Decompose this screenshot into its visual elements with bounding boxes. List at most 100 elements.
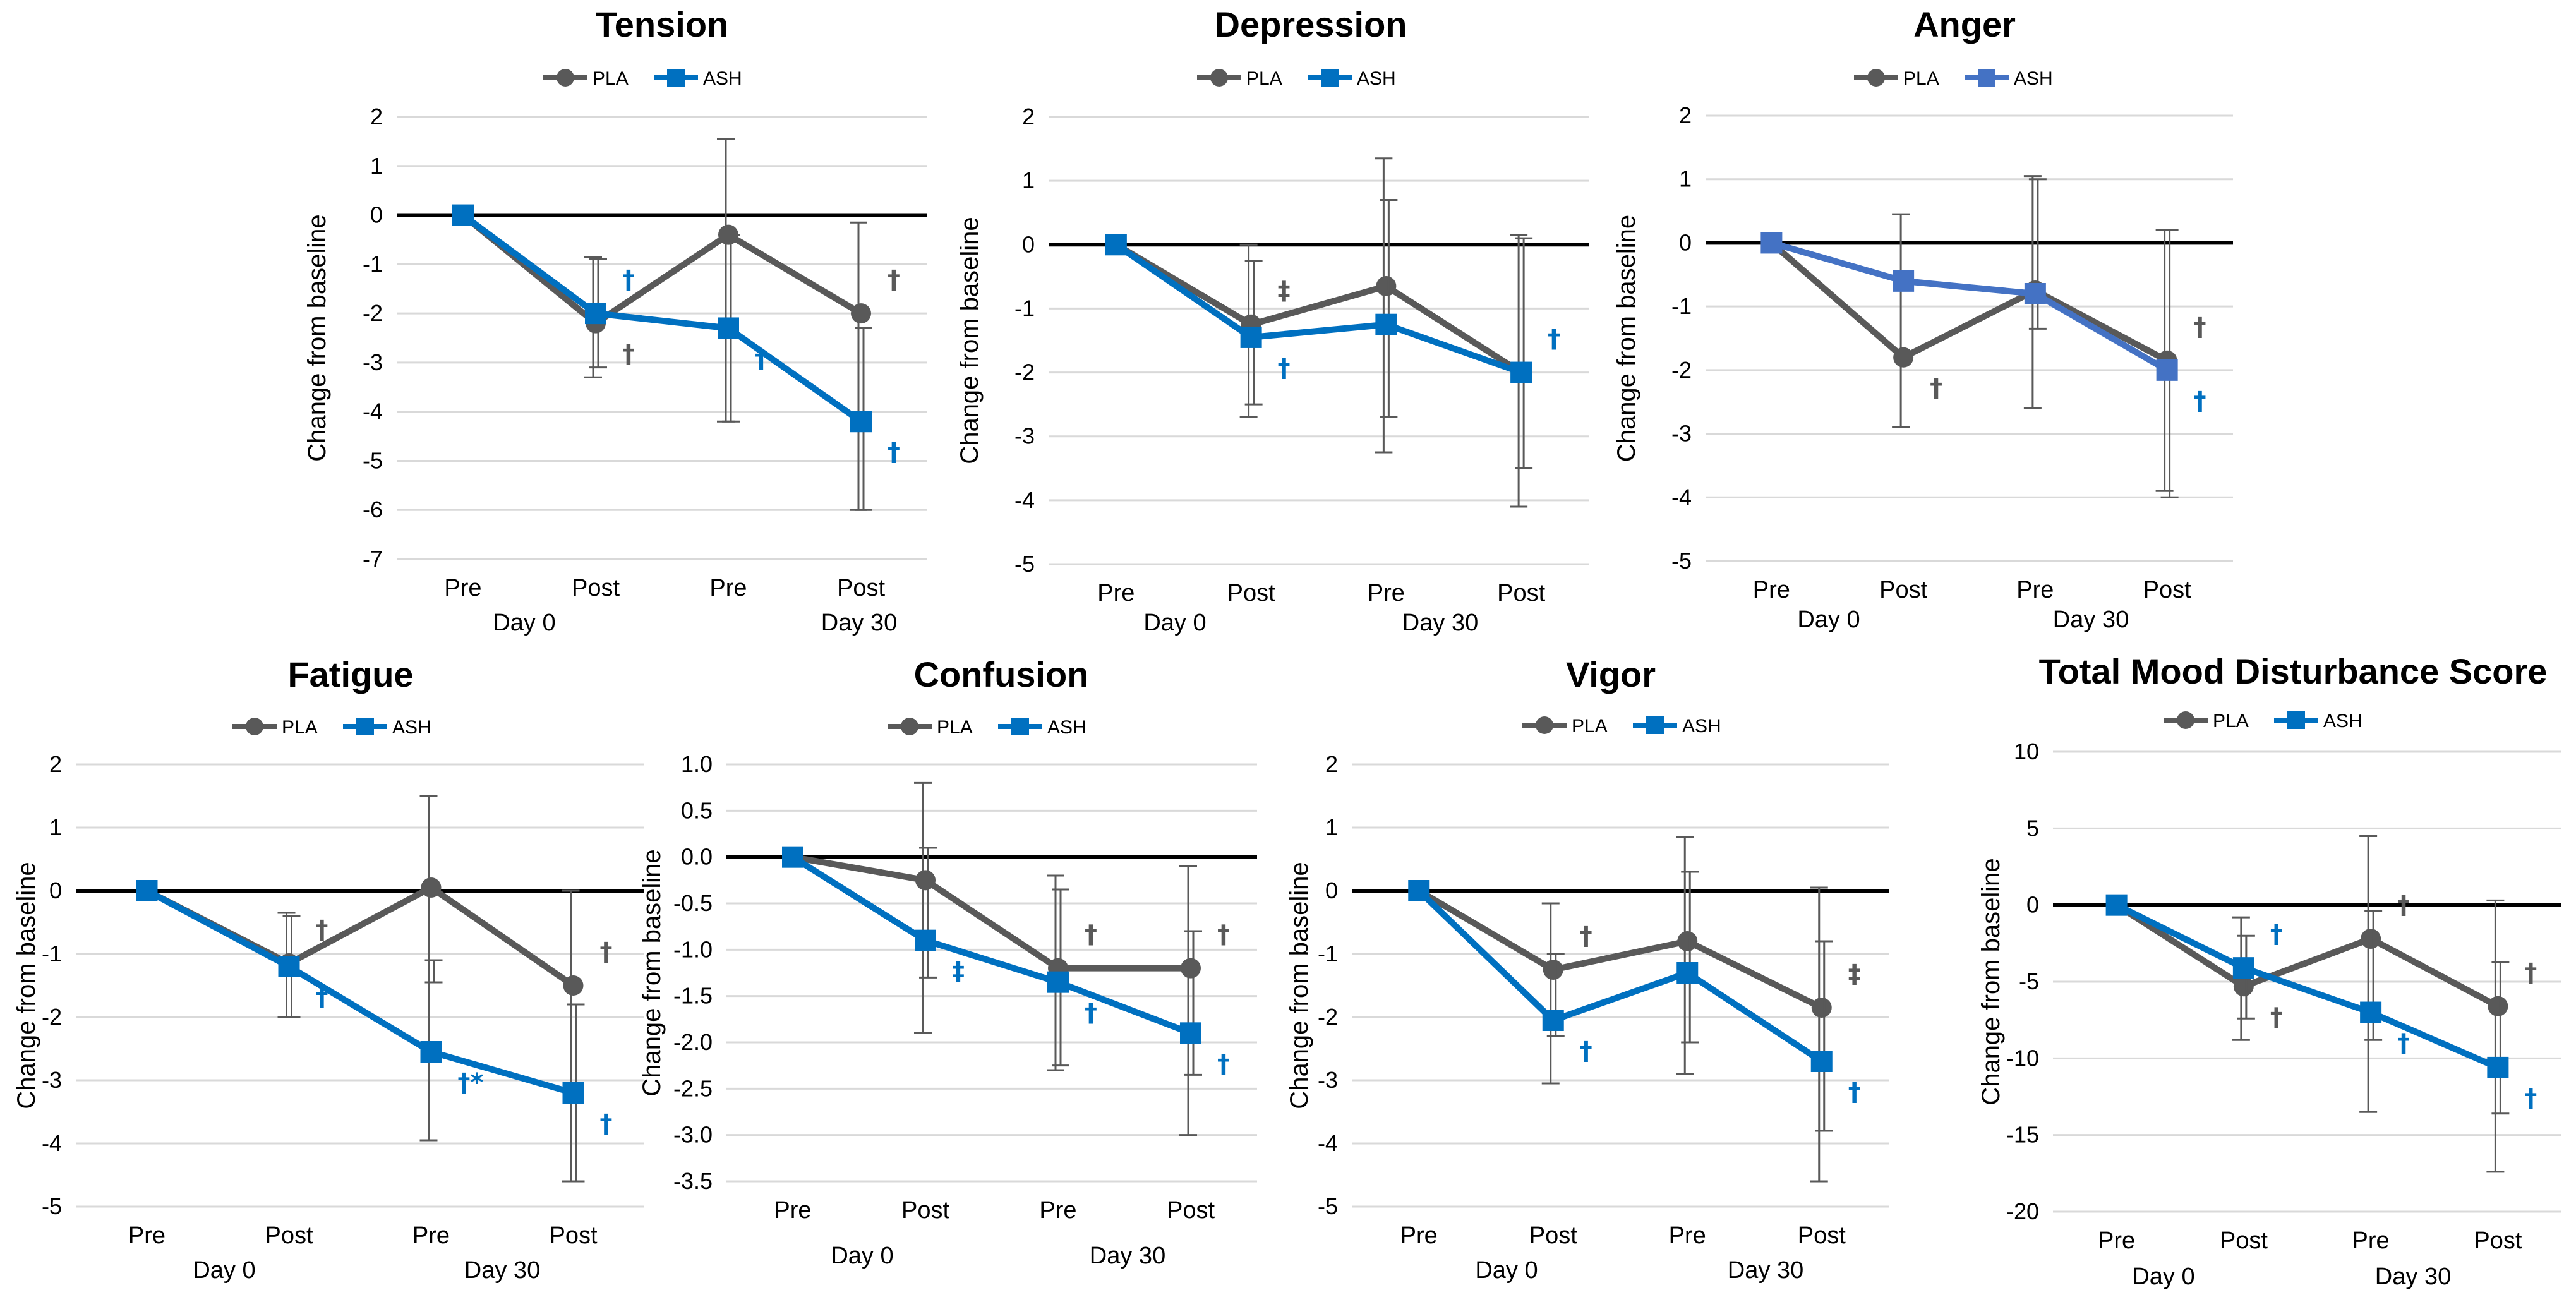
data-point bbox=[2360, 1001, 2382, 1023]
y-tick-label: -5 bbox=[1014, 551, 1035, 577]
x-tick-label: Pre bbox=[1097, 580, 1135, 606]
y-tick-label: 1 bbox=[49, 814, 62, 840]
legend-marker-pla bbox=[246, 718, 263, 735]
series-line bbox=[1114, 241, 1523, 375]
y-tick-label: -1 bbox=[1014, 295, 1035, 321]
legend-marker-pla bbox=[1210, 69, 1228, 87]
data-point bbox=[452, 204, 474, 226]
significance-marker: ‡ bbox=[1278, 277, 1291, 306]
y-tick-label: 1 bbox=[1022, 167, 1035, 193]
data-point bbox=[915, 870, 936, 891]
data-point bbox=[1408, 880, 1430, 901]
y-axis-label: Change from baseline bbox=[1285, 862, 1313, 1109]
data-point bbox=[1542, 1010, 1564, 1031]
significance-marker: † bbox=[2397, 1029, 2410, 1058]
y-tick-label: -4 bbox=[1318, 1130, 1338, 1156]
x-tick-label: Post bbox=[1798, 1222, 1846, 1249]
data-point bbox=[1180, 1022, 1201, 1044]
x-tick-label: Post bbox=[2474, 1227, 2522, 1254]
significance-marker: † bbox=[1580, 1037, 1592, 1066]
legend-marker-pla bbox=[1536, 716, 1553, 734]
y-tick-label: -6 bbox=[363, 497, 383, 522]
x-group-label: Day 30 bbox=[2375, 1263, 2451, 1290]
series-line bbox=[1416, 888, 1824, 1064]
y-tick-label: 2 bbox=[1679, 102, 1692, 128]
data-point bbox=[1677, 931, 1698, 951]
legend-marker-pla bbox=[1867, 69, 1885, 87]
significance-marker: † bbox=[888, 438, 900, 467]
data-point bbox=[1047, 971, 1069, 993]
significance-marker: † bbox=[1085, 999, 1097, 1028]
y-tick-label: 2 bbox=[1325, 751, 1338, 777]
x-tick-label: Pre bbox=[1368, 580, 1405, 606]
series-pla: †† bbox=[1761, 175, 2206, 492]
legend-label-pla: PLA bbox=[1572, 716, 1608, 737]
chart-fatigue: Fatigue PLA ASH 2 1 0 -1 -2 -3 -4 -5 Change from ba… bbox=[13, 654, 644, 1284]
legend-marker-ash bbox=[1978, 69, 1995, 87]
y-tick-label: -2 bbox=[1671, 357, 1692, 383]
y-tick-label: -1.0 bbox=[673, 936, 713, 962]
legend: PLA ASH bbox=[232, 717, 431, 738]
series-line bbox=[1114, 242, 1522, 376]
legend: PLA ASH bbox=[2164, 711, 2362, 732]
legend-label-pla: PLA bbox=[1903, 68, 1939, 89]
y-tick-label: -5 bbox=[1318, 1193, 1338, 1219]
x-tick-label: Post bbox=[572, 575, 620, 601]
y-tick-label: 0 bbox=[1679, 229, 1692, 255]
y-tick-label: 0.5 bbox=[681, 797, 713, 823]
y-axis-label: Change from baseline bbox=[1977, 858, 2005, 1105]
y-tick-label: -1 bbox=[363, 251, 383, 277]
x-tick-label: Pre bbox=[709, 575, 747, 601]
y-tick-label: -1 bbox=[1318, 941, 1338, 967]
legend: PLA ASH bbox=[1854, 68, 2053, 89]
data-point bbox=[2024, 283, 2046, 304]
y-tick-label: 0 bbox=[49, 877, 62, 903]
data-point bbox=[1676, 962, 1699, 984]
y-tick-label: -4 bbox=[42, 1130, 62, 1156]
series-line bbox=[1769, 240, 2169, 364]
series-line bbox=[1417, 888, 1823, 1011]
chart-title: Fatigue bbox=[287, 654, 413, 694]
y-tick-label: 1 bbox=[1325, 814, 1338, 840]
legend-label-ash: ASH bbox=[2014, 68, 2053, 89]
x-tick-label: Pre bbox=[1753, 577, 1790, 603]
x-group-label: Day 0 bbox=[193, 1257, 255, 1284]
significance-marker: † bbox=[1085, 920, 1097, 949]
data-point bbox=[2105, 894, 2128, 916]
data-point bbox=[2233, 976, 2254, 997]
chart-title: Anger bbox=[1913, 4, 2016, 44]
significance-marker: ‡ bbox=[1848, 960, 1861, 989]
y-tick-label: -7 bbox=[363, 546, 383, 572]
y-tick-label: 2 bbox=[370, 104, 383, 130]
series-line bbox=[2115, 902, 2500, 1071]
data-point bbox=[1181, 958, 1201, 979]
significance-marker: † bbox=[888, 265, 900, 294]
series-pla: †‡ bbox=[1409, 836, 1861, 1183]
legend-marker-ash bbox=[1011, 718, 1029, 735]
y-tick-label: -3.5 bbox=[673, 1168, 713, 1194]
x-tick-label: Pre bbox=[2016, 577, 2054, 603]
x-tick-label: Pre bbox=[774, 1197, 811, 1224]
series-line bbox=[145, 884, 575, 989]
legend-label-ash: ASH bbox=[1357, 68, 1396, 89]
y-axis-label: Change from baseline bbox=[13, 862, 40, 1109]
y-tick-label: -2 bbox=[42, 1004, 62, 1030]
x-tick-label: Post bbox=[549, 1222, 597, 1249]
series-line bbox=[461, 212, 863, 425]
y-tick-label: -1 bbox=[42, 941, 62, 967]
y-tick-label: -2 bbox=[1014, 359, 1035, 385]
significance-marker: † bbox=[600, 1109, 613, 1138]
chart-title: Total Mood Disturbance Score bbox=[2039, 651, 2548, 691]
y-tick-label: -3 bbox=[1014, 423, 1035, 449]
series-line bbox=[2114, 902, 2500, 1010]
data-point bbox=[585, 303, 606, 325]
x-group-label: Day 0 bbox=[831, 1243, 893, 1269]
legend-marker-pla bbox=[901, 718, 918, 735]
y-tick-label: -2.5 bbox=[673, 1075, 713, 1101]
legend: PLA ASH bbox=[1522, 716, 1721, 737]
y-tick-label: 10 bbox=[2014, 738, 2039, 764]
data-point bbox=[850, 411, 872, 433]
legend-marker-pla bbox=[2177, 711, 2194, 729]
significance-marker: † bbox=[316, 983, 328, 1012]
legend-label-ash: ASH bbox=[703, 68, 742, 89]
